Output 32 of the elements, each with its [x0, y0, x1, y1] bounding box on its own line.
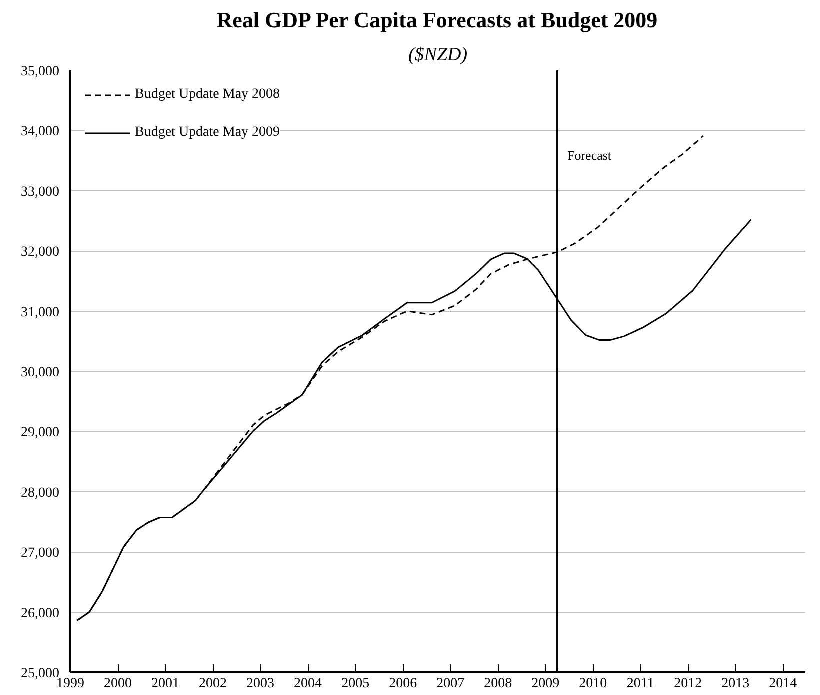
x-tick-label: 2014 [769, 676, 798, 692]
x-tick-label: 2006 [389, 676, 418, 692]
legend-label: Budget Update May 2009 [135, 125, 280, 141]
x-tick-label: 2000 [104, 676, 132, 692]
x-tick-label: 2009 [532, 676, 560, 692]
y-tick-label: 33,000 [21, 184, 60, 200]
y-tick-label: 32,000 [21, 245, 60, 260]
y-tick-label: 34,000 [21, 124, 60, 140]
y-tick-label: 26,000 [21, 606, 60, 622]
x-tick-label: 2003 [246, 676, 275, 692]
y-tick-label: 25,000 [21, 666, 60, 682]
x-tick-label: 2001 [152, 676, 180, 692]
y-tick-label: 27,000 [21, 546, 60, 562]
x-tick-label: 2011 [626, 676, 654, 692]
legend-label: Budget Update May 2008 [135, 87, 280, 103]
x-tick-label: 2013 [722, 676, 750, 692]
x-tick-label: 1999 [56, 676, 84, 692]
y-tick-label: 30,000 [21, 366, 60, 380]
y-tick-label: 31,000 [21, 305, 60, 320]
chart-title: Real GDP Per Capita Forecasts at Budget 2009 [216, 8, 658, 32]
ref-line-label: Forecast [567, 148, 612, 163]
y-tick-label: 29,000 [21, 426, 60, 441]
x-tick-label: 2004 [294, 676, 322, 692]
chart-subtitle: ($NZD) [408, 44, 468, 66]
x-tick-label: 2012 [674, 676, 702, 692]
x-tick-label: 2002 [199, 676, 228, 692]
y-tick-label: 35,000 [21, 64, 60, 80]
y-tick-label: 28,000 [21, 486, 60, 501]
x-tick-label: 2005 [342, 676, 370, 692]
x-tick-label: 2007 [436, 676, 465, 692]
x-tick-label: 2010 [579, 676, 608, 692]
x-tick-label: 2008 [484, 676, 512, 692]
